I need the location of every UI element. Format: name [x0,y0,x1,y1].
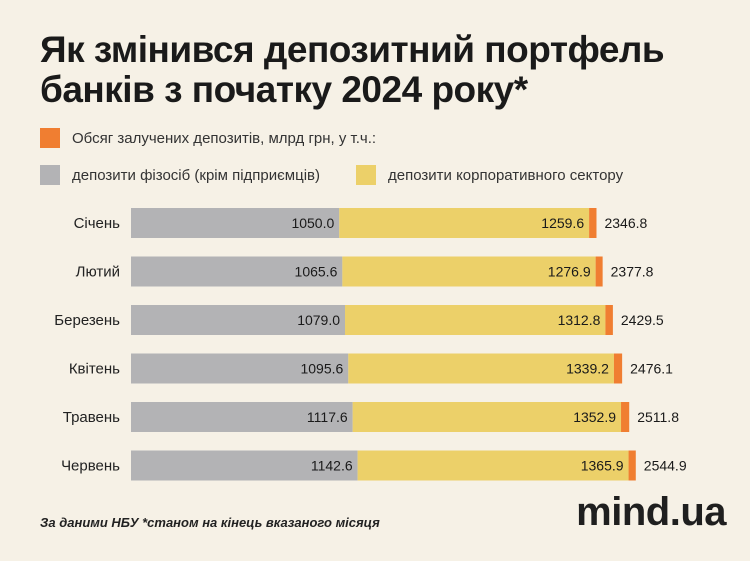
bar-total-remainder [628,450,636,481]
data-label-total: 2429.5 [621,312,664,328]
bar-total-remainder [589,208,597,238]
bar-total-remainder [613,353,623,384]
bar-corporate [342,256,596,287]
bar-total-remainder [595,256,603,287]
bar-households [131,305,346,335]
bar-total-remainder [621,402,630,432]
data-label-total: 2377.8 [611,264,654,280]
legend-swatch-households [40,165,60,185]
legend-series: депозити фізосіб (крім підприємців) депо… [40,165,659,185]
legend-swatch-total [40,128,60,148]
bar-corporate [348,353,614,384]
bar-households [131,208,340,238]
legend-label-households: депозити фізосіб (крім підприємців) [72,166,320,184]
data-label-households: 1050.0 [291,215,334,231]
category-label: Червень [61,458,120,475]
category-label: Травень [63,409,120,426]
data-label-households: 1095.6 [300,361,343,377]
bar-households [131,256,343,287]
bar-corporate [352,402,622,432]
data-label-corporate: 1276.9 [548,264,591,280]
category-label: Січень [74,215,121,232]
bar-corporate [357,450,629,481]
data-label-total: 2544.9 [644,458,687,474]
data-label-corporate: 1312.8 [558,312,601,328]
data-label-total: 2511.8 [637,409,679,425]
bar-households [131,450,358,481]
data-label-households: 1079.0 [297,312,340,328]
legend-total: Обсяг залучених депозитів, млрд грн, у т… [40,128,376,148]
data-label-corporate: 1339.2 [566,361,609,377]
legend-label-total: Обсяг залучених депозитів, млрд грн, у т… [72,129,377,147]
category-label: Лютий [76,264,120,281]
bar-total-remainder [605,305,613,335]
data-label-households: 1117.6 [307,409,348,425]
data-label-total: 2476.1 [630,361,673,377]
bar-households [131,402,353,432]
data-label-corporate: 1259.6 [541,215,584,231]
data-label-households: 1065.6 [295,264,338,280]
bar-corporate [345,305,606,335]
bar-corporate [339,208,590,238]
data-label-households: 1142.6 [311,458,353,474]
legend-swatch-corporate [356,165,376,185]
category-label: Квітень [69,361,120,378]
data-label-corporate: 1365.9 [581,458,624,474]
legend-item-corporate: депозити корпоративного сектору [356,165,623,185]
bar-households [131,353,349,384]
source-footnote: За даними НБУ *станом на кінець вказаног… [40,515,380,530]
legend-item-households: депозити фізосіб (крім підприємців) [40,165,320,185]
data-label-total: 2346.8 [604,215,647,231]
bar-chart: Січень 1050.0 1259.6 2346.8 Лютий 1065.6 1276.… [54,208,687,481]
brand-logo: mind.ua [576,490,726,534]
chart-title: Як змінився депозитний портфель банків з… [40,29,665,110]
legend-label-corporate: депозити корпоративного сектору [388,166,624,184]
data-label-corporate: 1352.9 [573,409,616,425]
category-label: Березень [54,312,120,329]
